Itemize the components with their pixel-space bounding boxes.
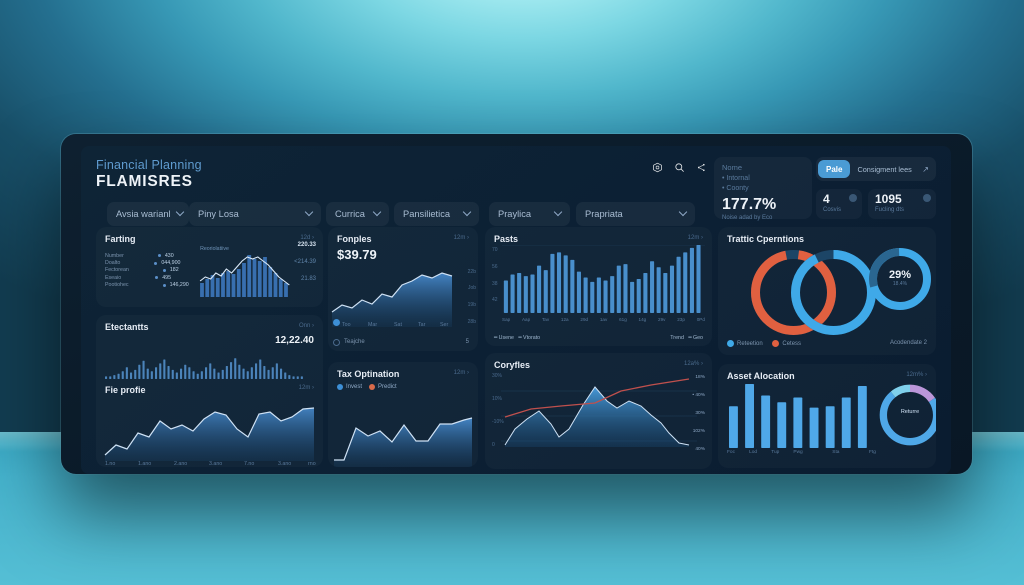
svg-text:Reoriolatiive: Reoriolatiive — [200, 246, 229, 252]
